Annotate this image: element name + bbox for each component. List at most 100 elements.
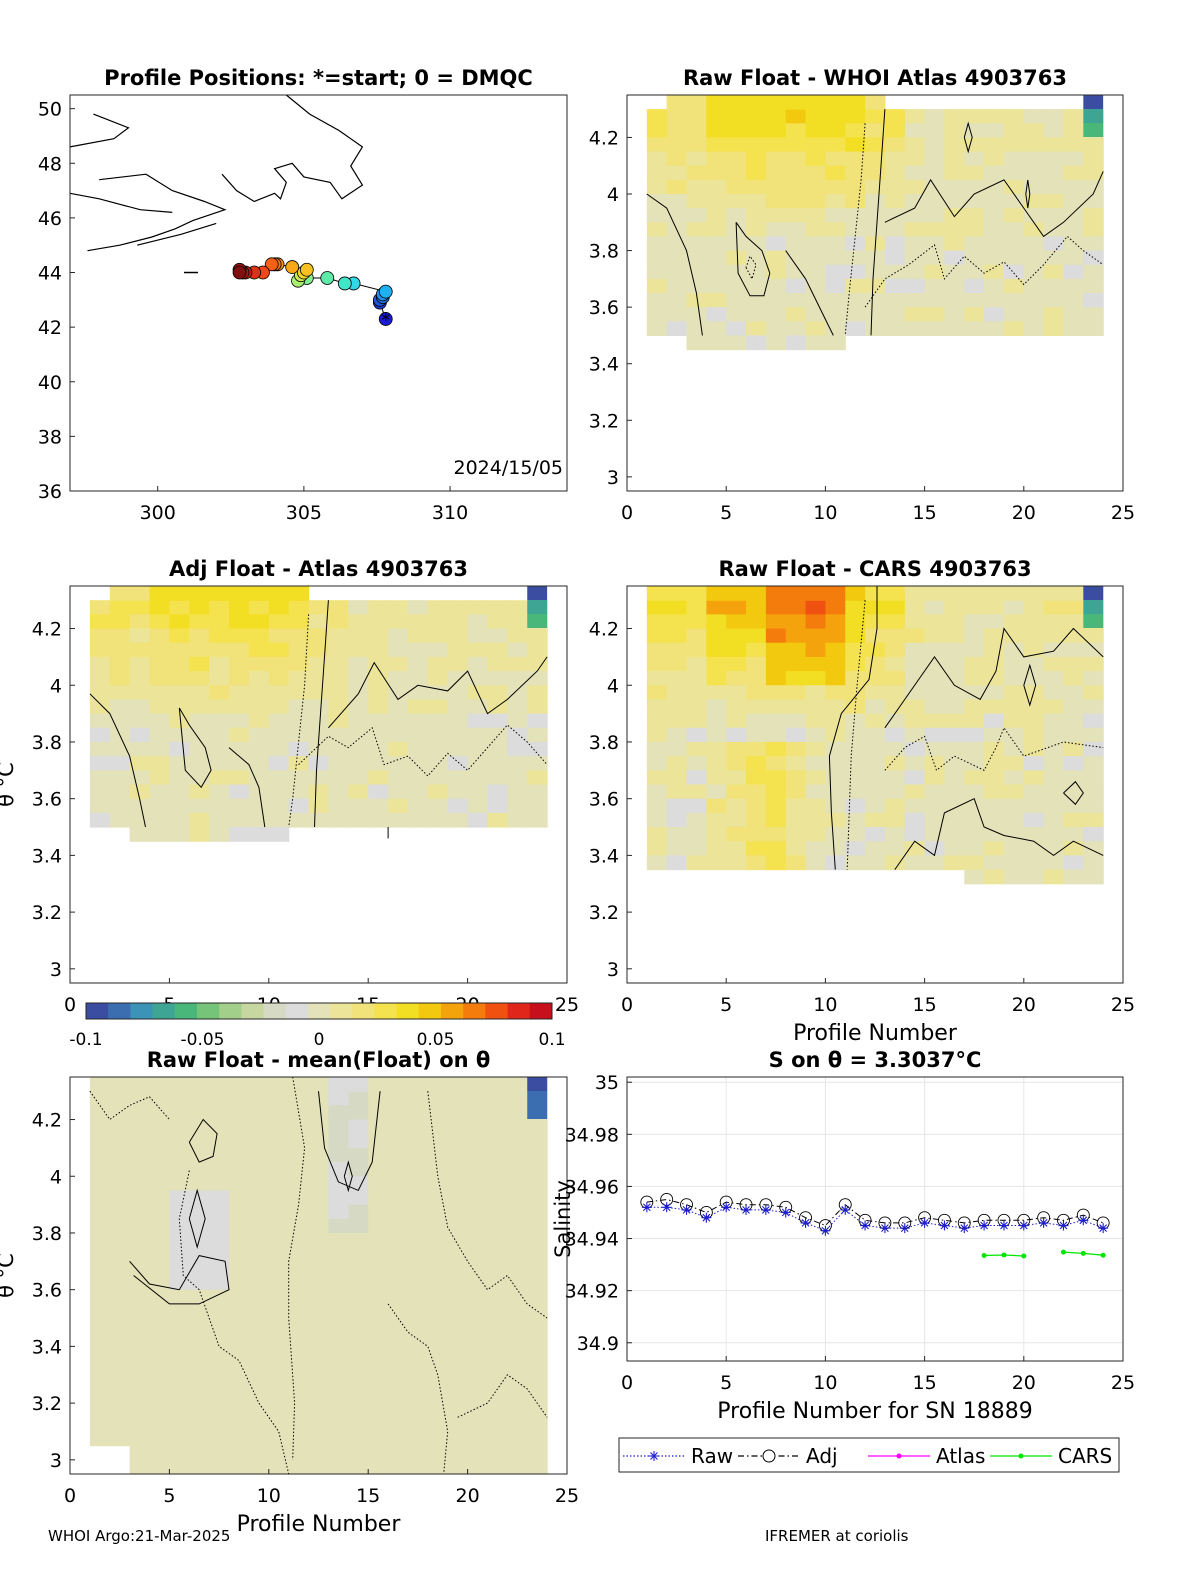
atlas-cell: [785, 123, 807, 139]
atlas-cell: [1083, 165, 1104, 181]
adj-cell: [368, 671, 389, 686]
dev-cell: [507, 1232, 528, 1248]
dev-cell: [248, 1218, 270, 1234]
adj-cell: [189, 827, 210, 842]
adj-cell: [527, 784, 548, 800]
dev-cell: [129, 1388, 151, 1404]
adj-cell: [129, 727, 151, 743]
dev-cell: [427, 1261, 449, 1277]
dev-cell: [129, 1346, 151, 1362]
adj-cell: [427, 699, 449, 715]
adj-ylabel: θ °C: [0, 762, 18, 807]
cars-cell: [706, 586, 727, 601]
dev-cell: [209, 1218, 230, 1234]
dev-cell: [288, 1360, 310, 1376]
cars-cell: [1083, 713, 1104, 729]
colorbar-segment: [152, 1003, 176, 1019]
cars-cell: [984, 770, 1005, 786]
cars-cell: [666, 713, 688, 729]
atlas-cell: [1023, 109, 1045, 124]
adj-cell: [129, 756, 151, 771]
colorbar-segment: [396, 1003, 420, 1019]
dev-cell: [328, 1360, 349, 1376]
adj-cell: [248, 812, 270, 828]
dev-cell: [109, 1332, 131, 1347]
adj-cell: [388, 614, 409, 630]
atlas-cell: [686, 250, 707, 266]
adj-cell: [229, 628, 250, 644]
cars-cell: [686, 656, 707, 672]
cars-cell: [785, 812, 807, 828]
dev-cell: [248, 1360, 270, 1376]
dev-cell: [109, 1303, 131, 1319]
adj-cell: [447, 713, 469, 729]
cars-cell: [845, 812, 866, 828]
cars-cell: [765, 614, 787, 630]
cars-cell: [964, 586, 985, 601]
atlas-cell: [884, 109, 906, 124]
dev-cell: [328, 1388, 349, 1404]
dev-cell: [169, 1289, 190, 1305]
adj-cell: [507, 642, 528, 658]
cars-cell: [924, 642, 946, 658]
cars-cell: [1043, 727, 1065, 743]
dev-cell: [427, 1346, 449, 1362]
atlas-cell: [1063, 137, 1084, 153]
dev-cell: [328, 1176, 349, 1192]
atlas-cell: [984, 321, 1005, 337]
adj-cell: [129, 600, 151, 615]
dev-cell: [308, 1204, 330, 1220]
dev-cell: [447, 1360, 469, 1376]
adj-cell: [328, 770, 349, 786]
adj-cell: [507, 656, 528, 672]
cars-cell: [964, 855, 985, 871]
dev-cell: [467, 1147, 489, 1163]
cars-ytick-label: 3.4: [589, 845, 619, 867]
cars-cell: [865, 827, 886, 842]
dev-cell: [209, 1247, 230, 1262]
atlas-cell: [1083, 179, 1104, 195]
dev-cell: [149, 1261, 170, 1277]
adj-cell: [527, 756, 548, 771]
cars-cell: [884, 855, 906, 871]
dev-cell: [209, 1105, 230, 1121]
adj-cell: [229, 784, 250, 800]
dev-cell: [328, 1147, 349, 1163]
atlas-cell: [984, 179, 1005, 195]
dev-cell: [189, 1077, 210, 1092]
cars-cell: [1003, 827, 1025, 842]
cars-cell: [785, 784, 807, 800]
adj-cell: [209, 756, 230, 771]
cars-cell: [686, 727, 707, 743]
adj-cell: [527, 671, 548, 686]
dev-cell: [467, 1119, 489, 1135]
dev-cell: [129, 1303, 151, 1319]
adj-cell: [248, 741, 270, 757]
dev-cell: [487, 1105, 508, 1121]
cars-cell: [1063, 656, 1084, 672]
adj-cell: [368, 784, 389, 800]
cars-xtick-label: 5: [720, 994, 732, 1016]
adj-cell: [447, 656, 469, 672]
adj-cell: [487, 770, 508, 786]
dev-cell: [447, 1190, 469, 1206]
cars-cell: [1023, 770, 1045, 786]
dev-cell: [487, 1459, 508, 1475]
dev-cell: [89, 1318, 111, 1333]
adj-cell: [189, 784, 210, 800]
atlas-cell: [964, 194, 985, 209]
dev-cell: [507, 1204, 528, 1220]
adj-cell: [89, 685, 111, 701]
dev-cell: [507, 1346, 528, 1362]
dev-cell: [527, 1417, 548, 1433]
dev-cell: [149, 1162, 170, 1177]
dev-cell: [248, 1275, 270, 1291]
adj-cell: [248, 685, 270, 701]
dev-cell: [368, 1346, 389, 1362]
dev-cell: [89, 1332, 111, 1347]
cars-cell: [1043, 770, 1065, 786]
dev-cell: [447, 1303, 469, 1319]
atlas-cell: [884, 151, 906, 167]
legend-label-adj: Adj: [806, 1444, 838, 1468]
dev-cell: [407, 1133, 429, 1149]
